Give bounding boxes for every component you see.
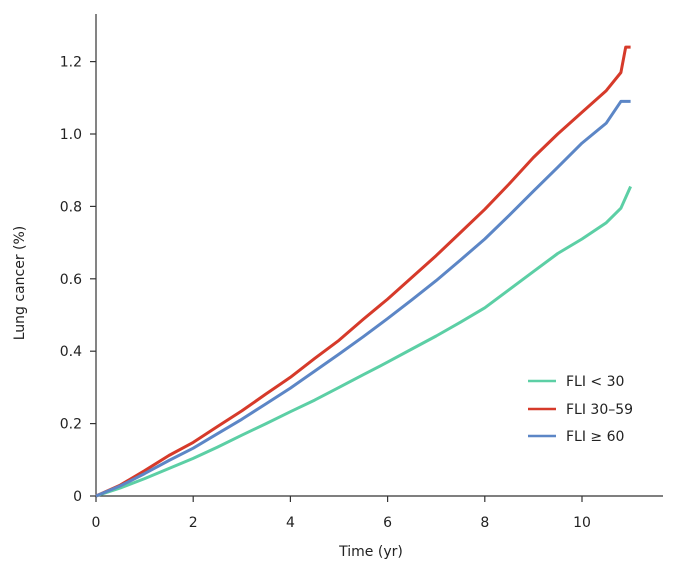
x-axis-title: Time (yr) (338, 544, 403, 560)
x-tick-label: 10 (573, 515, 591, 531)
x-tick-label: 6 (383, 515, 392, 531)
legend-label: FLI 30–59 (566, 402, 633, 418)
series-line-1 (95, 45, 631, 498)
series-line-0 (95, 185, 632, 498)
y-tick-label: 1.2 (60, 55, 82, 71)
legend-label: FLI < 30 (566, 374, 624, 390)
x-tick-label: 2 (189, 515, 198, 531)
y-ticks: 0 0.2 0.4 0.6 0.8 1.0 1.2 (60, 55, 96, 505)
y-tick-label: 0 (73, 489, 82, 505)
x-tick-label: 8 (480, 515, 489, 531)
x-tick-label: 4 (286, 515, 295, 531)
x-tick-label: 0 (92, 515, 101, 531)
series-lines (95, 45, 632, 498)
series-line-2 (95, 99, 631, 498)
y-tick-label: 0.2 (60, 417, 82, 433)
x-ticks: 0 2 4 6 8 10 (92, 496, 591, 531)
axes (95, 14, 663, 497)
y-tick-label: 0.8 (60, 199, 82, 215)
legend: FLI < 30 FLI 30–59 FLI ≥ 60 (528, 374, 633, 445)
y-tick-label: 1.0 (60, 127, 82, 143)
y-tick-label: 0.4 (60, 344, 82, 360)
legend-label: FLI ≥ 60 (566, 429, 624, 445)
y-axis-title: Lung cancer (%) (12, 226, 28, 341)
y-tick-label: 0.6 (60, 272, 82, 288)
